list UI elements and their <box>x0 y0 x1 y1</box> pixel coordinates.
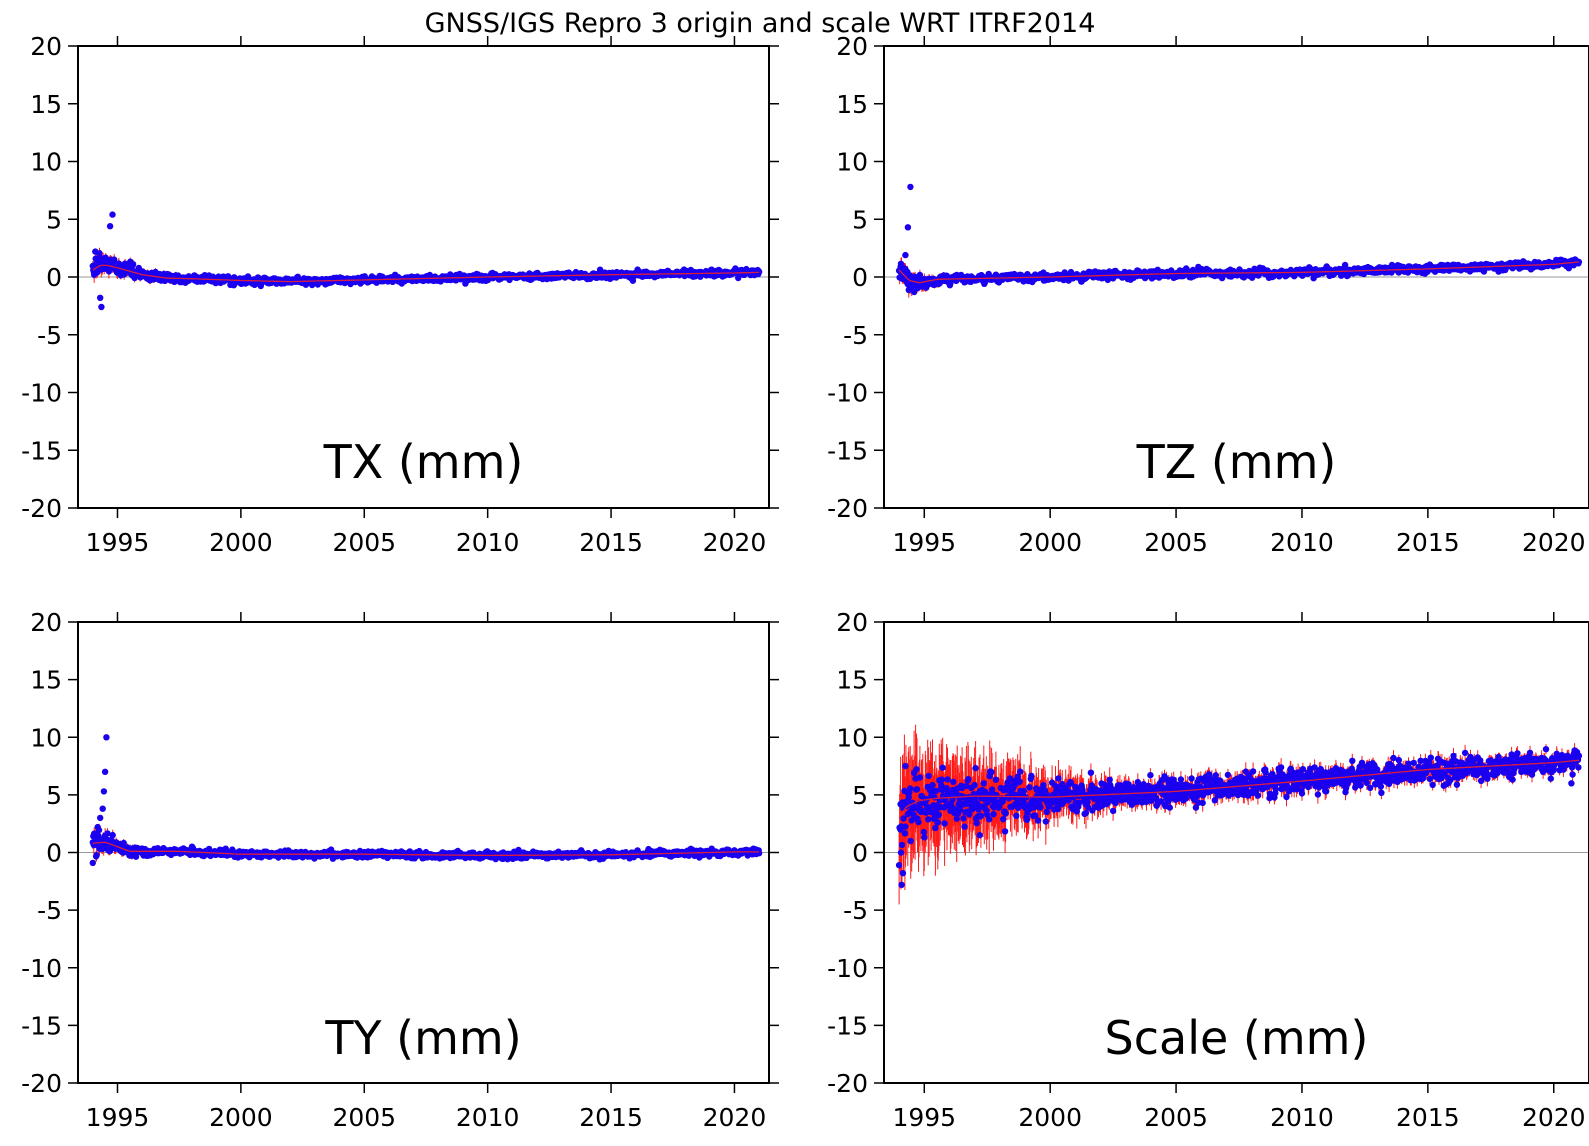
tx-x-tick-label: 2000 <box>209 528 273 557</box>
tx-panel-label: TX (mm) <box>323 435 524 489</box>
tx-y-tick-label: 20 <box>30 32 62 61</box>
tx-outlier-point <box>92 248 99 255</box>
tx-x-tick-label: 2010 <box>456 528 520 557</box>
tz-point <box>916 271 924 279</box>
tx-y-tick-label: -10 <box>21 379 62 408</box>
tx-x-tick-label: 1995 <box>86 528 150 557</box>
tx-trend-line <box>92 264 760 283</box>
tx-y-tick-label: 0 <box>46 263 62 292</box>
tx-outlier-point <box>109 211 116 218</box>
tx-point <box>111 256 118 263</box>
tx-x-tick-label: 2015 <box>579 528 643 557</box>
tx-x-tick-label: 2020 <box>703 528 767 557</box>
tx-y-tick-label: -15 <box>21 436 62 465</box>
tx-data-series <box>89 211 763 311</box>
tx-y-tick-label: -20 <box>21 494 62 523</box>
tx-y-tick-label: 15 <box>30 90 62 119</box>
tx-x-tick-label: 2005 <box>332 528 396 557</box>
tx-y-tick-label: -5 <box>37 321 62 350</box>
tx-y-tick-label: 10 <box>30 148 62 177</box>
tx-point <box>129 261 137 268</box>
tx-outlier-point <box>106 223 114 230</box>
tz-data-series <box>895 183 1583 298</box>
tx-outlier-point <box>98 303 105 311</box>
tx-y-tick-label: 5 <box>46 205 62 234</box>
tx-outlier-point <box>97 294 104 301</box>
